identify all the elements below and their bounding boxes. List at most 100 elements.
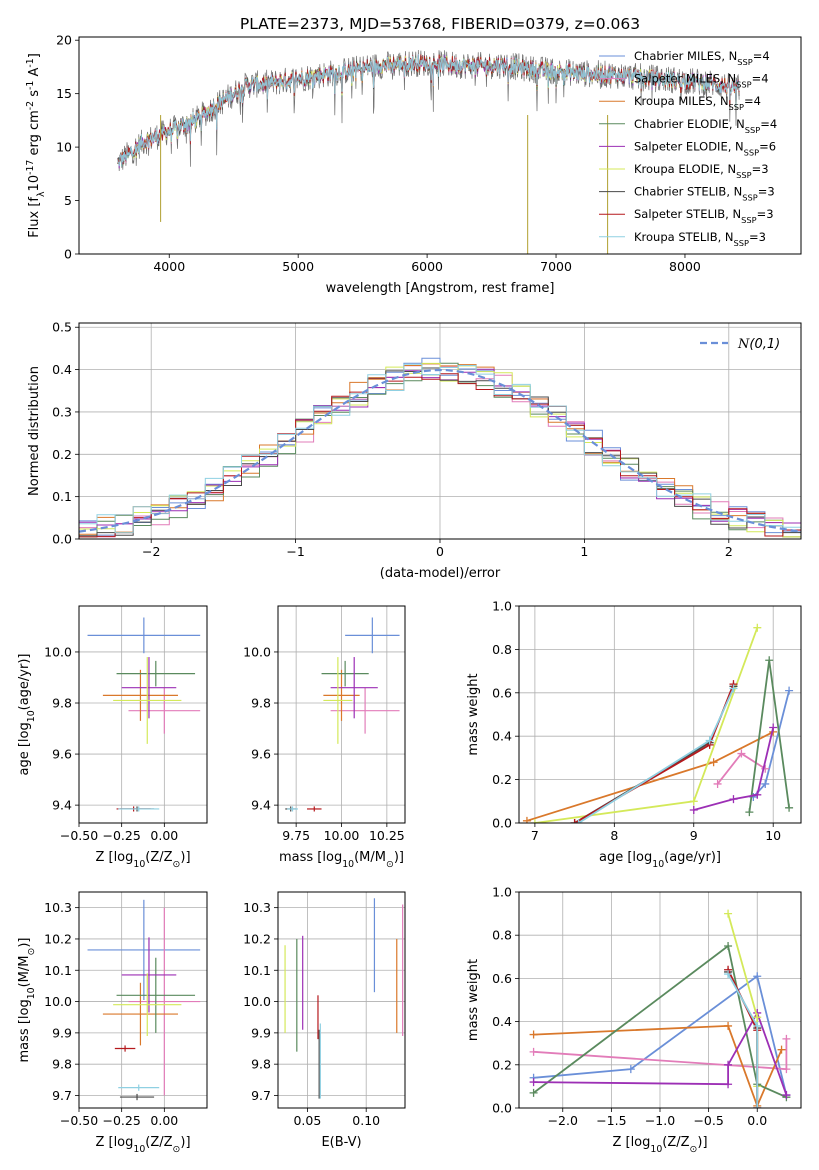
y-tick-label: 5 [64,193,72,208]
x-tick-label: 10 [765,828,781,843]
x-tick-label: −0.50 [60,1113,98,1128]
y-tick-label: 0.2 [492,1057,512,1072]
panel-mass_vs_ebv: 0.05 0.10 9.7 9.8 9.9 10.0 10.1 10.2 10.3 E(B-V) [243,891,406,1150]
x-tick-label: 8 [610,828,618,843]
x-tick-label: −1.5 [596,1113,626,1128]
legend-label: Kroupa ELODIE, NSSP=3 [634,162,769,180]
panel-mass_vs_Z: −0.50 −0.25 0.00 9.7 9.8 9.9 10.0 10.1 10.2 10.3 Z… [17,891,208,1155]
weight-marker [709,758,718,767]
weight-marker [724,942,733,950]
panel-mass_weight_vs_Z: −2.0 −1.5 −1.0 −0.5 0.0 0.0 0.2 0.4 0.6 0.8 1.0 Z [… [466,885,802,1155]
legend-label: Salpeter MILES, NSSP=4 [634,72,769,90]
x-tick-label: 0.05 [293,1113,321,1128]
x-tick-label: −2.0 [548,1113,578,1128]
y-tick-label: 0.2 [52,447,72,462]
y-tick-label: 0 [64,247,72,262]
x-tick-label: 7000 [540,259,572,274]
x-tick-label: −2 [142,544,160,559]
y-tick-label: 10 [56,140,72,155]
x-tick-label: 2 [725,544,733,559]
x-tick-label: 7 [531,828,539,843]
panel-mass_weight_vs_age: 7 8 9 10 0.0 0.2 0.4 0.6 0.8 1.0 age [log10(age/yr… [466,599,802,870]
y-tick-label: 9.4 [251,798,271,813]
x-tick-label: 1 [580,544,588,559]
weight-marker [753,1021,762,1030]
y-tick-label: 9.8 [52,696,72,711]
y-tick-label: 9.9 [52,1025,72,1040]
axes-frame [78,891,208,1109]
weight-marker [529,1088,538,1097]
x-axis-label: Z [log10(Z/Z⊙)] [95,850,190,870]
y-tick-label: 0.0 [52,532,72,547]
legend-label: Kroupa STELIB, NSSP=3 [634,230,766,248]
weight-marker [724,1060,733,1069]
model-line [117,54,740,167]
axes-frame [518,891,802,1109]
y-tick-label: 10.3 [243,900,271,915]
y-tick-label: 9.7 [52,1088,72,1103]
panel-residual_hist: −2 −1 0 1 2 0.0 0.1 0.2 0.3 0.4 0.5 (data-model)/er… [27,320,802,581]
weight-series [533,1024,783,1108]
weight-marker [782,1034,791,1043]
weight-marker [522,816,531,823]
x-tick-label: −1 [286,544,304,559]
weight-marker [724,970,733,979]
y-tick-label: 10.1 [243,963,271,978]
legend-label: Kroupa MILES, NSSP=4 [634,94,761,112]
plot-area [79,357,801,538]
axes-frame [78,36,802,255]
y-tick-label: 10.0 [243,994,271,1009]
x-tick-label: −0.50 [60,828,98,843]
weight-series [693,727,775,811]
weight-marker [745,808,754,817]
y-tick-label: 0.6 [492,685,512,700]
y-tick-label: 0.5 [52,320,72,335]
x-axis-label: age [log10(age/yr)] [599,850,721,870]
x-tick-label: 0.00 [150,828,178,843]
figure-title: PLATE=2373, MJD=53768, FIBERID=0379, z=0… [240,15,640,33]
weight-marker [782,1091,791,1100]
x-tick-label: −0.5 [693,1113,723,1128]
weight-marker [570,819,579,823]
y-tick-label: 9.8 [251,696,271,711]
x-tick-label: 0.10 [352,1113,380,1128]
weight-marker [626,1065,635,1074]
x-tick-label: −0.25 [103,1113,141,1128]
plot-area [117,49,740,254]
weight-series [534,627,759,823]
weight-marker [729,684,738,693]
x-axis-label: Z [log10(Z/Z⊙)] [95,1135,190,1155]
weight-series [574,685,735,823]
y-tick-label: 1.0 [492,599,512,614]
y-tick-label: 0.0 [492,816,512,831]
weight-marker [724,1080,733,1089]
panel-age_vs_mass: 9.75 10.00 10.25 9.4 9.6 9.8 10.0 mass [log10(M… [243,605,406,870]
weight-marker [529,1047,538,1056]
weight-series [533,944,787,1099]
y-tick-label: 0.8 [492,642,512,657]
y-axis-label: mass weight [466,959,481,1041]
legend-label: N(0,1) [737,337,780,352]
x-tick-label: 0.00 [150,1113,178,1128]
x-axis-label: wavelength [Angstrom, rest frame] [326,281,555,296]
weight-marker [761,779,770,788]
x-axis-label: (data-model)/error [380,566,501,581]
weight-marker [753,790,762,799]
y-tick-label: 9.6 [251,747,271,762]
weight-marker [777,1045,786,1054]
y-tick-label: 0.4 [492,1014,512,1029]
weight-marker [689,805,698,814]
x-tick-label: 10.00 [324,828,360,843]
weight-marker [785,803,794,812]
y-tick-label: 9.7 [251,1088,271,1103]
y-tick-label: 9.9 [251,1025,271,1040]
plot-area [87,899,201,1101]
y-tick-label: 15 [56,86,72,101]
panel-spectrum: 4000 5000 6000 7000 8000 0 5 10 15 20 wavelength [… [25,33,802,296]
weight-marker [724,1021,733,1030]
plot-area [284,898,404,1099]
weight-series [574,683,735,823]
axes-frame [277,891,406,1109]
weight-marker [689,797,698,806]
